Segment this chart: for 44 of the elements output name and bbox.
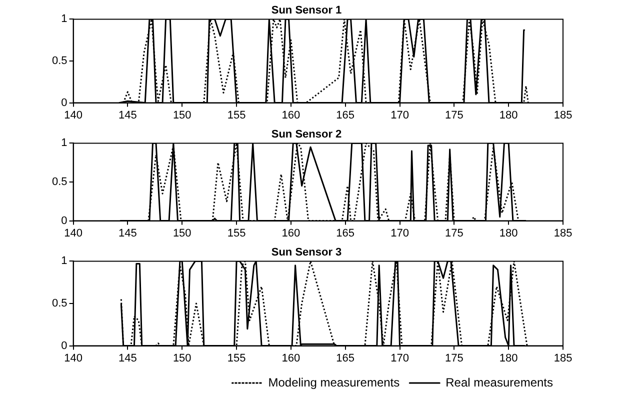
y-tick-label: 0 — [61, 96, 68, 109]
y-tick-label: 0 — [61, 214, 68, 227]
x-tick-label: 175 — [444, 109, 464, 122]
x-tick-label: 180 — [499, 352, 518, 364]
x-tick-label: 175 — [444, 352, 464, 364]
x-tick-label: 160 — [282, 227, 300, 240]
x-tick-label: 145 — [118, 352, 137, 364]
x-tick-label: 180 — [499, 227, 518, 240]
x-tick-label: 140 — [64, 227, 82, 240]
x-tick-label: 170 — [390, 227, 409, 240]
x-tick-label: 140 — [64, 109, 82, 122]
x-tick-label: 170 — [390, 109, 409, 122]
x-tick-label: 155 — [227, 352, 246, 364]
x-tick-label: 150 — [172, 352, 192, 364]
x-tick-label: 145 — [118, 109, 137, 122]
x-tick-label: 185 — [554, 227, 572, 240]
x-tick-label: 150 — [172, 109, 192, 122]
x-tick-label: 145 — [118, 227, 137, 240]
y-tick-label: 0 — [61, 340, 68, 352]
x-tick-label: 175 — [444, 227, 464, 240]
x-tick-label: 140 — [64, 352, 82, 364]
y-tick-label: 1 — [61, 255, 68, 268]
chart-title: Sun Sensor 3 — [271, 246, 342, 259]
x-tick-label: 165 — [336, 352, 355, 364]
x-tick-label: 160 — [282, 109, 300, 122]
y-tick-label: 0.5 — [52, 298, 68, 310]
chart-title: Sun Sensor 1 — [271, 4, 342, 17]
x-tick-label: 165 — [336, 109, 355, 122]
y-tick-label: 0.5 — [52, 55, 68, 68]
x-tick-label: 155 — [227, 227, 246, 240]
x-tick-label: 160 — [282, 352, 300, 364]
x-tick-label: 170 — [390, 352, 409, 364]
legend-label: Modeling measurements — [268, 375, 400, 390]
x-tick-label: 185 — [554, 109, 572, 122]
x-tick-label: 155 — [227, 109, 246, 122]
x-tick-label: 150 — [172, 227, 192, 240]
y-tick-label: 0.5 — [52, 176, 68, 188]
legend-label: Real measurements — [446, 375, 554, 390]
x-tick-label: 165 — [336, 227, 355, 240]
y-tick-label: 1 — [61, 13, 68, 26]
x-tick-label: 185 — [554, 352, 572, 364]
y-tick-label: 1 — [61, 137, 68, 150]
x-tick-label: 180 — [499, 109, 518, 122]
chart-title: Sun Sensor 2 — [271, 128, 342, 141]
